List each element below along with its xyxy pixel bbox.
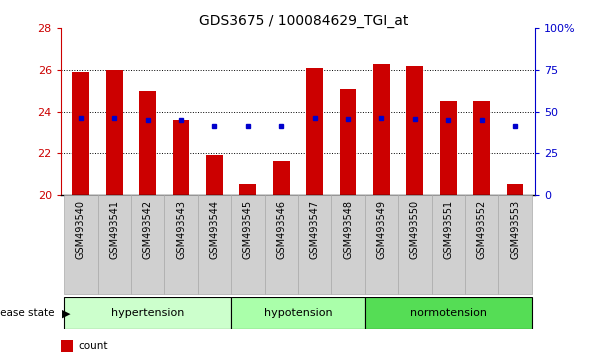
Bar [97, 195, 131, 294]
Bar [231, 297, 365, 329]
Bar [499, 195, 532, 294]
Text: GSM493546: GSM493546 [276, 200, 286, 259]
Bar [365, 195, 398, 294]
Text: hypertension: hypertension [111, 308, 184, 318]
Text: GSM493540: GSM493540 [76, 200, 86, 259]
Bar [164, 195, 198, 294]
Text: count: count [79, 341, 108, 351]
Text: GSM493553: GSM493553 [510, 200, 520, 259]
Bar [139, 91, 156, 195]
Bar [173, 120, 189, 195]
Text: GDS3675 / 100084629_TGI_at: GDS3675 / 100084629_TGI_at [199, 14, 409, 28]
Bar [273, 161, 289, 195]
Bar [131, 195, 164, 294]
Bar [506, 184, 523, 195]
Bar [72, 72, 89, 195]
Bar [106, 70, 123, 195]
Bar [373, 64, 390, 195]
Text: hypotension: hypotension [264, 308, 332, 318]
Text: GSM493542: GSM493542 [143, 200, 153, 259]
Text: GSM493545: GSM493545 [243, 200, 253, 259]
Text: GSM493544: GSM493544 [209, 200, 219, 259]
Bar [331, 195, 365, 294]
Text: ▶: ▶ [62, 308, 71, 318]
Bar [465, 195, 499, 294]
Bar [240, 184, 256, 195]
Text: GSM493548: GSM493548 [343, 200, 353, 259]
Bar [398, 195, 432, 294]
Bar [64, 195, 97, 294]
Bar [264, 195, 298, 294]
Text: GSM493547: GSM493547 [309, 200, 320, 259]
Text: disease state: disease state [0, 308, 55, 318]
Bar [61, 340, 73, 352]
Bar [206, 155, 223, 195]
Bar [340, 88, 356, 195]
Bar [231, 195, 264, 294]
Text: GSM493550: GSM493550 [410, 200, 420, 259]
Text: GSM493541: GSM493541 [109, 200, 119, 259]
Bar [407, 66, 423, 195]
Text: GSM493549: GSM493549 [376, 200, 387, 259]
Text: GSM493551: GSM493551 [443, 200, 453, 259]
Bar [365, 297, 532, 329]
Bar [473, 101, 490, 195]
Text: GSM493543: GSM493543 [176, 200, 186, 259]
Bar [64, 297, 231, 329]
Text: normotension: normotension [410, 308, 487, 318]
Bar [440, 101, 457, 195]
Bar [198, 195, 231, 294]
Bar [306, 68, 323, 195]
Text: GSM493552: GSM493552 [477, 200, 486, 259]
Bar [298, 195, 331, 294]
Bar [432, 195, 465, 294]
